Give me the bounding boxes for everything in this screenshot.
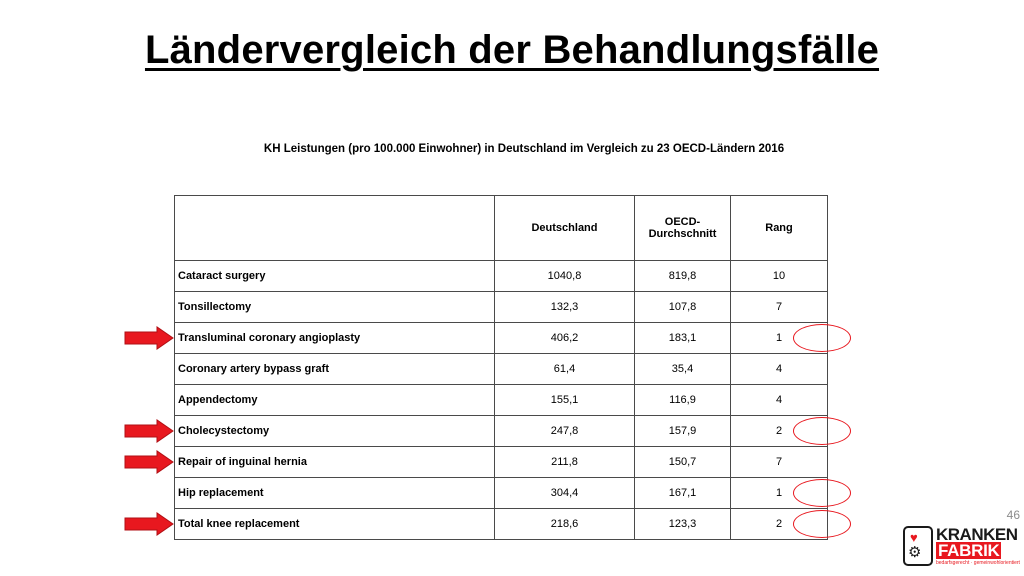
procedure-cell: Total knee replacement [174, 508, 495, 540]
logo-wordmark-top: KRANKEN [936, 525, 1018, 544]
rank-highlight-circle [793, 510, 851, 538]
heart-icon: ♥ [910, 530, 918, 545]
logo-wordmark-bottom: FABRIK [936, 541, 1002, 560]
red-arrow-icon [124, 419, 174, 443]
deutschland-value: 132,3 [494, 291, 635, 323]
deutschland-value: 211,8 [494, 446, 635, 478]
header-cell-rang: Rang [730, 195, 828, 261]
table-row: Hip replacement 304,4 167,1 1 [174, 477, 828, 509]
table-row: Appendectomy 155,1 116,9 4 [174, 384, 828, 416]
oecd-value: 116,9 [634, 384, 731, 416]
rang-value: 7 [730, 291, 828, 323]
deutschland-value: 247,8 [494, 415, 635, 447]
procedure-cell: Appendectomy [174, 384, 495, 416]
krankenfabrik-logo: ♥ ⚙ KRANKEN FABRIK bedarfsgerecht · geme… [903, 525, 1020, 568]
red-arrow-icon [124, 326, 174, 350]
procedure-cell: Coronary artery bypass graft [174, 353, 495, 385]
table-header-row: Deutschland OECD-Durchschnitt Rang [174, 195, 828, 261]
oecd-value: 35,4 [634, 353, 731, 385]
logo-tagline: bedarfsgerecht · gemeinwohlorientiert [936, 560, 1020, 566]
header-cell-deutschland: Deutschland [494, 195, 635, 261]
oecd-value: 819,8 [634, 260, 731, 292]
procedure-cell: Hip replacement [174, 477, 495, 509]
oecd-value: 123,3 [634, 508, 731, 540]
rank-highlight-circle [793, 324, 851, 352]
slide-title: Ländervergleich der Behandlungsfälle [144, 28, 880, 72]
deutschland-value: 61,4 [494, 353, 635, 385]
procedure-cell: Cholecystectomy [174, 415, 495, 447]
rang-value: 4 [730, 353, 828, 385]
oecd-value: 107,8 [634, 291, 731, 323]
deutschland-value: 218,6 [494, 508, 635, 540]
oecd-value: 183,1 [634, 322, 731, 354]
table-row: Cholecystectomy 247,8 157,9 2 [174, 415, 828, 447]
procedure-cell: Transluminal coronary angioplasty [174, 322, 495, 354]
deutschland-value: 304,4 [494, 477, 635, 509]
table-row: Tonsillectomy 132,3 107,8 7 [174, 291, 828, 323]
rang-value: 7 [730, 446, 828, 478]
procedure-cell: Tonsillectomy [174, 291, 495, 323]
rank-highlight-circle [793, 417, 851, 445]
comparison-table: Deutschland OECD-Durchschnitt Rang Catar… [174, 195, 828, 540]
rang-value: 4 [730, 384, 828, 416]
table-row: Coronary artery bypass graft 61,4 35,4 4 [174, 353, 828, 385]
deutschland-value: 155,1 [494, 384, 635, 416]
rang-value: 10 [730, 260, 828, 292]
table-row: Cataract surgery 1040,8 819,8 10 [174, 260, 828, 292]
deutschland-value: 406,2 [494, 322, 635, 354]
table-row: Repair of inguinal hernia 211,8 150,7 7 [174, 446, 828, 478]
procedure-cell: Repair of inguinal hernia [174, 446, 495, 478]
table-row: Transluminal coronary angioplasty 406,2 … [174, 322, 828, 354]
page-number: 46 [1006, 508, 1020, 522]
oecd-value: 167,1 [634, 477, 731, 509]
oecd-value: 150,7 [634, 446, 731, 478]
table-caption: KH Leistungen (pro 100.000 Einwohner) in… [263, 143, 785, 155]
procedure-cell: Cataract surgery [174, 260, 495, 292]
header-cell-oecd: OECD-Durchschnitt [634, 195, 731, 261]
logo-emblem-icon: ♥ ⚙ [903, 526, 933, 566]
table-row: Total knee replacement 218,6 123,3 2 [174, 508, 828, 540]
deutschland-value: 1040,8 [494, 260, 635, 292]
header-cell-procedure [174, 195, 495, 261]
red-arrow-icon [124, 450, 174, 474]
rank-highlight-circle [793, 479, 851, 507]
red-arrow-icon [124, 512, 174, 536]
oecd-value: 157,9 [634, 415, 731, 447]
gear-icon: ⚙ [908, 544, 922, 561]
